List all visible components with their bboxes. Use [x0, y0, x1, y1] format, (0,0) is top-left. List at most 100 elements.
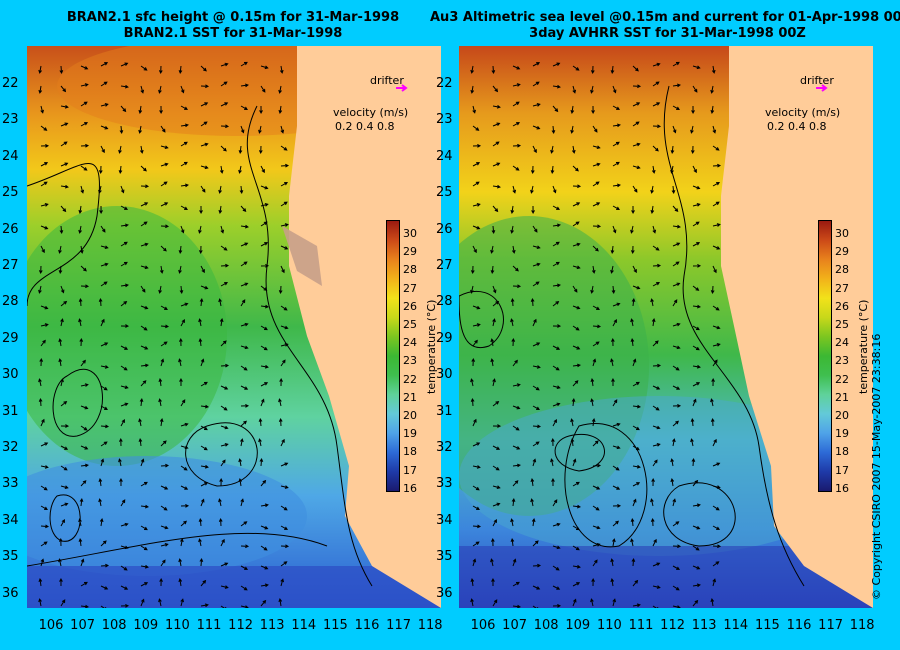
velocity-arrow-right-354: [532, 605, 539, 608]
velocity-arrow-right-322: [672, 544, 682, 549]
velocity-arrow-left-81: [98, 185, 102, 194]
longitude-tick-right-111: 111: [628, 618, 654, 633]
velocity-arrow-left-214: [158, 378, 163, 387]
velocity-arrow-left-195: [39, 357, 44, 367]
colorbar-tick-left-28: 28: [403, 263, 417, 277]
velocity-arrow-right-145: [512, 284, 522, 289]
latitude-tick-left-27: 27: [2, 258, 19, 273]
velocity-arrow-right-342: [552, 585, 561, 590]
velocity-arrow-right-265: [572, 458, 577, 467]
velocity-arrow-right-361: [672, 605, 681, 608]
velocity-arrow-right-196: [490, 358, 495, 367]
velocity-arrow-right-154: [692, 285, 700, 291]
velocity-arrow-right-294: [632, 498, 637, 507]
velocity-arrow-left-308: [218, 517, 223, 527]
velocity-arrow-right-208: [470, 378, 474, 387]
velocity-arrow-left-322: [240, 544, 250, 549]
velocity-arrow-left-305: [160, 525, 169, 530]
velocity-arrow-right-253: [592, 440, 599, 447]
velocity-arrow-left-84: [160, 181, 168, 187]
velocity-arrow-right-345: [610, 578, 615, 587]
velocity-arrow-right-201: [592, 358, 597, 367]
velocity-arrow-left-72: [180, 161, 188, 167]
velocity-arrow-left-330: [140, 564, 149, 569]
velocity-arrow-left-323: [260, 545, 268, 551]
velocity-arrow-right-13: [470, 85, 475, 94]
velocity-arrow-right-296: [672, 498, 677, 507]
velocity-arrow-right-59: [612, 141, 620, 147]
velocity-arrow-left-199: [120, 365, 128, 371]
velocity-arrow-right-70: [572, 165, 579, 172]
velocity-arrow-left-147: [120, 283, 129, 288]
velocity-arrow-right-305: [592, 525, 601, 530]
velocity-arrow-left-162: [160, 305, 168, 311]
velocity-arrow-left-206: [260, 364, 269, 369]
velocity-arrow-right-107: [532, 225, 538, 233]
velocity-arrow-left-353: [80, 604, 89, 608]
velocity-arrow-left-70: [140, 165, 147, 172]
velocity-arrow-right-171: [510, 318, 514, 327]
velocity-arrow-right-2: [512, 65, 521, 70]
velocity-arrow-left-203: [200, 358, 205, 367]
velocity-arrow-right-219: [692, 382, 701, 387]
velocity-arrow-left-74: [219, 165, 224, 174]
velocity-arrow-right-48: [652, 124, 662, 129]
velocity-arrow-right-340: [512, 581, 520, 587]
velocity-arrow-right-0: [470, 65, 474, 74]
velocity-arrow-right-205: [672, 365, 680, 371]
velocity-arrow-right-174: [572, 325, 580, 331]
latitude-tick-left-35: 35: [2, 549, 19, 565]
velocity-arrow-right-328: [532, 563, 542, 568]
velocity-arrow-left-167: [260, 304, 269, 309]
velocity-arrow-right-184: [511, 337, 516, 347]
velocity-arrow-right-87: [650, 185, 654, 194]
velocity-arrow-right-176: [612, 318, 617, 327]
velocity-arrow-left-205: [240, 365, 248, 371]
velocity-arrow-left-104: [40, 225, 49, 230]
velocity-arrow-left-287: [60, 502, 69, 507]
right-title-line1: Au3 Altimetric sea level @0.15m and curr…: [430, 10, 900, 25]
latitude-tick-right-33: 33: [436, 476, 453, 492]
velocity-arrow-left-144: [60, 285, 65, 294]
velocity-arrow-left-78: [40, 181, 48, 187]
velocity-arrow-left-335: [240, 565, 249, 570]
australia-land-right: [721, 46, 873, 608]
velocity-arrow-left-236: [80, 425, 88, 431]
velocity-arrow-left-66: [60, 162, 69, 167]
velocity-arrow-right-40: [492, 122, 501, 127]
latitude-tick-left-33: 33: [2, 476, 19, 492]
velocity-arrow-right-304: [572, 525, 580, 531]
velocity-arrow-left-121: [120, 241, 128, 247]
velocity-arrow-left-80: [80, 185, 85, 194]
velocity-arrow-left-186: [120, 345, 129, 350]
velocity-arrow-right-135: [572, 265, 581, 270]
velocity-arrow-left-247: [40, 442, 49, 447]
velocity-arrow-right-199: [552, 365, 560, 371]
velocity-arrow-right-292: [592, 505, 600, 511]
velocity-arrow-right-235: [492, 424, 502, 428]
velocity-arrow-right-35: [652, 102, 661, 107]
velocity-arrow-right-191: [652, 340, 659, 347]
velocity-arrow-left-356: [140, 598, 145, 607]
velocity-arrow-right-172: [532, 318, 537, 327]
velocity-arrow-left-77: [280, 163, 290, 168]
velocity-arrow-left-19: [158, 85, 162, 94]
velocity-arrow-right-69: [550, 165, 555, 174]
velocity-arrow-right-234: [472, 418, 477, 427]
velocity-arrow-left-119: [79, 245, 84, 254]
velocity-arrow-right-93: [510, 205, 515, 214]
velocity-arrow-left-352: [60, 599, 66, 607]
colorbar-tick-right-26: 26: [835, 299, 849, 313]
velocity-arrow-left-257: [240, 438, 244, 447]
velocity-arrow-right-338: [470, 578, 475, 587]
velocity-arrow-right-144: [492, 285, 497, 294]
copyright-text: © Copyright CSIRO 2007 15-May-2007 23:38…: [870, 333, 883, 600]
colorbar-tick-right-16: 16: [835, 481, 849, 495]
velocity-arrow-right-194: [712, 343, 721, 347]
latitude-tick-left-29: 29: [2, 330, 19, 346]
velocity-arrow-left-210: [80, 383, 89, 387]
velocity-arrow-right-351: [470, 598, 474, 607]
velocity-arrow-left-20: [180, 85, 185, 94]
velocity-arrow-left-4: [120, 62, 129, 67]
velocity-arrow-right-218: [672, 385, 681, 390]
